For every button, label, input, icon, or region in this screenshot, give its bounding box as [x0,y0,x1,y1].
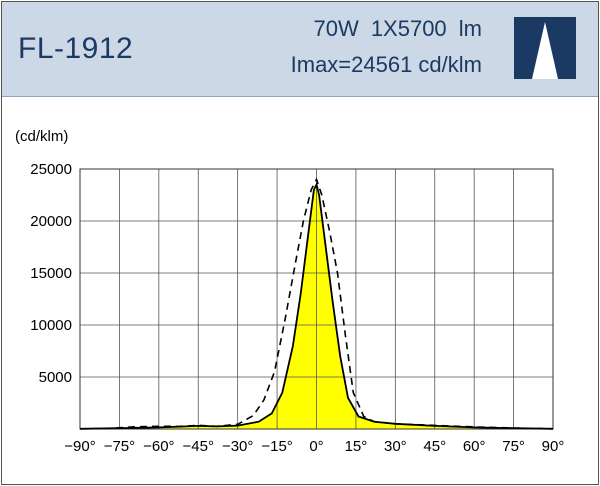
y-tick-label: 25000 [30,161,72,178]
y-tick-label: 15000 [30,265,72,282]
header-band: FL-1912 70W 1X5700 lm Imax=24561 cd/klm [2,2,598,97]
x-tick-label: 30° [384,438,407,455]
imax-spec: Imax=24561 cd/klm [290,52,482,77]
x-tick-label: −60° [143,438,174,455]
model-title: FL-1912 [18,32,134,65]
x-tick-label: 75° [502,438,525,455]
y-tick-label: 20000 [30,213,72,230]
series-dashed-line [79,177,554,430]
x-tick-label: 0° [309,438,323,455]
y-tick-label: 5000 [39,369,72,386]
x-tick-label: −90° [64,438,95,455]
x-tick-label: 90° [542,438,565,455]
x-tick-label: −30° [222,438,253,455]
power-spec: 70W 1X5700 lm [313,16,482,41]
white-triangle-logo-icon [514,17,576,79]
x-tick-label: −75° [104,438,135,455]
y-tick-label: 10000 [30,317,72,334]
y-axis-unit-label: (cd/klm) [15,128,69,145]
x-tick-label: 60° [463,438,486,455]
plot-border [79,168,554,430]
x-tick-label: 15° [345,438,368,455]
x-tick-label: −45° [183,438,214,455]
x-tick-label: 45° [423,438,446,455]
x-tick-label: −15° [261,438,292,455]
